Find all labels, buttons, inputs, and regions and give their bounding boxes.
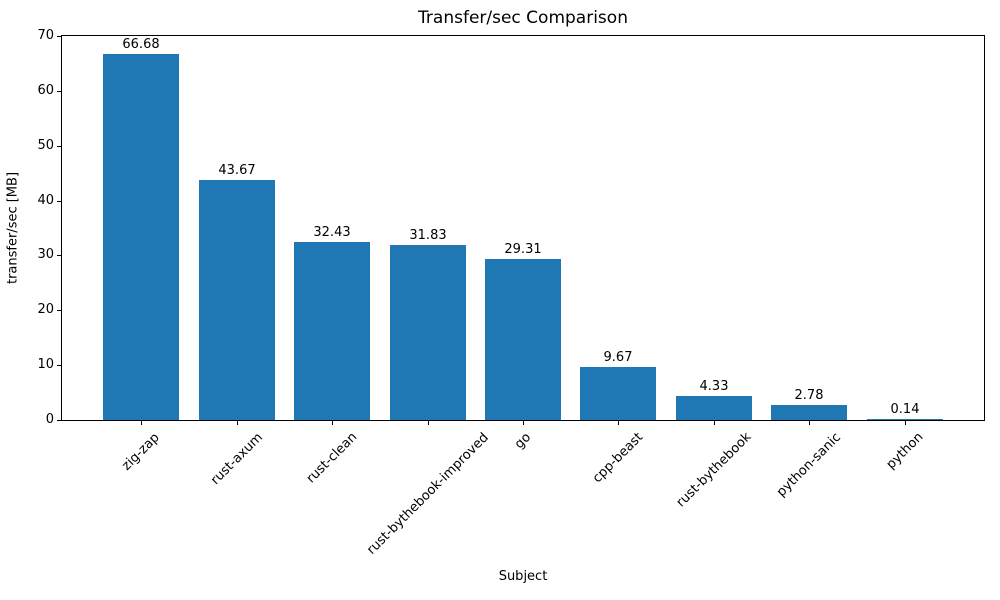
y-tick-mark <box>57 420 61 421</box>
bar-value-label: 9.67 <box>603 350 633 365</box>
bar <box>676 396 752 420</box>
bar-value-label: 4.33 <box>699 379 729 394</box>
bar-value-label: 43.67 <box>218 163 256 178</box>
y-tick-mark <box>57 310 61 311</box>
x-tick-label: rust-axum <box>208 430 266 488</box>
x-tick-mark <box>141 421 142 425</box>
x-tick-mark <box>428 421 429 425</box>
y-tick-mark <box>57 255 61 256</box>
x-tick-mark <box>905 421 906 425</box>
bar-value-label: 31.83 <box>409 228 447 243</box>
y-tick-label: 60 <box>37 83 54 98</box>
x-tick-label: rust-bythebook <box>673 429 755 511</box>
x-axis-label: Subject <box>498 569 548 584</box>
bar <box>103 54 179 420</box>
x-tick-mark <box>618 421 619 425</box>
bar-value-label: 29.31 <box>504 242 542 257</box>
x-tick-mark <box>523 421 524 425</box>
y-axis-label: transfer/sec [MB] <box>5 171 21 285</box>
x-tick-mark <box>809 421 810 425</box>
y-tick-mark <box>57 146 61 147</box>
x-tick-label: cpp-beast <box>589 429 647 487</box>
bar <box>199 180 275 420</box>
bar <box>294 242 370 420</box>
bar-value-label: 66.68 <box>122 37 160 52</box>
y-tick-mark <box>57 201 61 202</box>
x-tick-label: python-sanic <box>774 430 844 500</box>
bar-value-label: 32.43 <box>313 225 351 240</box>
x-tick-label: zig-zap <box>119 430 163 474</box>
y-tick-label: 70 <box>37 28 54 43</box>
x-tick-mark <box>332 421 333 425</box>
y-tick-mark <box>57 365 61 366</box>
y-tick-mark <box>57 36 61 37</box>
x-tick-label: python <box>883 429 927 473</box>
bar <box>390 245 466 420</box>
x-tick-mark <box>237 421 238 425</box>
x-tick-mark <box>714 421 715 425</box>
chart-title: Transfer/sec Comparison <box>418 8 628 28</box>
x-tick-label: rust-bythebook-improved <box>364 430 492 558</box>
y-tick-label: 40 <box>37 193 54 208</box>
bar <box>771 405 847 420</box>
x-tick-label: go <box>511 429 535 453</box>
bar <box>580 367 656 420</box>
y-tick-label: 50 <box>37 138 54 153</box>
y-tick-mark <box>57 91 61 92</box>
y-tick-label: 20 <box>37 302 54 317</box>
bar <box>867 419 943 420</box>
x-tick-label: rust-clean <box>303 429 361 487</box>
y-tick-label: 0 <box>45 412 54 427</box>
bar-value-label: 0.14 <box>890 402 920 417</box>
y-tick-label: 30 <box>37 247 54 262</box>
bar <box>485 259 561 420</box>
bar-value-label: 2.78 <box>794 388 824 403</box>
y-tick-label: 10 <box>37 357 54 372</box>
